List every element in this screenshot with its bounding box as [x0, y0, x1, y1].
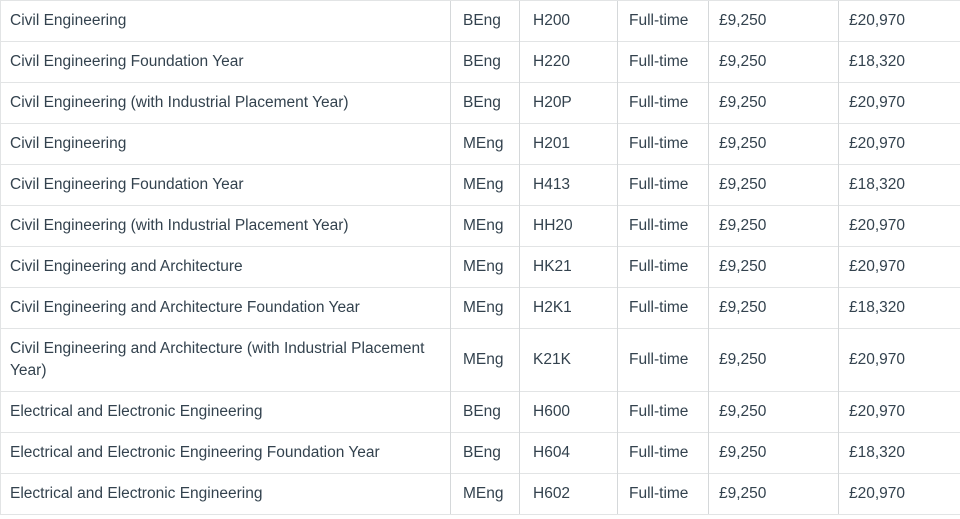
- home-fee-cell: £9,250: [708, 287, 839, 329]
- international-fee-cell: £20,970: [838, 82, 960, 124]
- degree-type-cell: BEng: [450, 82, 520, 124]
- home-fee-cell: £9,250: [708, 328, 839, 392]
- degree-type-cell: BEng: [450, 391, 520, 433]
- course-code-cell: H201: [519, 123, 618, 165]
- home-fee-cell: £9,250: [708, 0, 839, 42]
- international-fee-cell: £20,970: [838, 391, 960, 433]
- table-row: Civil Engineering (with Industrial Place…: [0, 205, 960, 247]
- table-row: Electrical and Electronic Engineering BE…: [0, 391, 960, 433]
- degree-type-cell: MEng: [450, 287, 520, 329]
- degree-type-cell: MEng: [450, 246, 520, 288]
- degree-type-cell: BEng: [450, 41, 520, 83]
- home-fee-cell: £9,250: [708, 432, 839, 474]
- table-row: Civil Engineering MEng H201 Full-time £9…: [0, 123, 960, 165]
- degree-type-cell: BEng: [450, 0, 520, 42]
- international-fee-cell: £18,320: [838, 41, 960, 83]
- home-fee-cell: £9,250: [708, 123, 839, 165]
- study-mode-cell: Full-time: [617, 287, 709, 329]
- table-row: Civil Engineering and Architecture Found…: [0, 287, 960, 329]
- table-row: Civil Engineering and Architecture (with…: [0, 328, 960, 392]
- course-name-cell: Civil Engineering Foundation Year: [0, 41, 451, 83]
- table-row: Civil Engineering Foundation Year MEng H…: [0, 164, 960, 206]
- course-name-cell: Civil Engineering and Architecture: [0, 246, 451, 288]
- table-row: Civil Engineering BEng H200 Full-time £9…: [0, 0, 960, 42]
- international-fee-cell: £20,970: [838, 246, 960, 288]
- study-mode-cell: Full-time: [617, 328, 709, 392]
- home-fee-cell: £9,250: [708, 391, 839, 433]
- course-code-cell: K21K: [519, 328, 618, 392]
- home-fee-cell: £9,250: [708, 246, 839, 288]
- international-fee-cell: £18,320: [838, 287, 960, 329]
- home-fee-cell: £9,250: [708, 41, 839, 83]
- study-mode-cell: Full-time: [617, 164, 709, 206]
- course-name-cell: Civil Engineering (with Industrial Place…: [0, 205, 451, 247]
- study-mode-cell: Full-time: [617, 123, 709, 165]
- course-code-cell: HH20: [519, 205, 618, 247]
- study-mode-cell: Full-time: [617, 41, 709, 83]
- international-fee-cell: £18,320: [838, 432, 960, 474]
- international-fee-cell: £20,970: [838, 328, 960, 392]
- home-fee-cell: £9,250: [708, 473, 839, 515]
- international-fee-cell: £20,970: [838, 473, 960, 515]
- course-name-cell: Electrical and Electronic Engineering Fo…: [0, 432, 451, 474]
- degree-type-cell: MEng: [450, 328, 520, 392]
- course-name-cell: Civil Engineering Foundation Year: [0, 164, 451, 206]
- course-name-cell: Civil Engineering and Architecture Found…: [0, 287, 451, 329]
- table-row: Civil Engineering (with Industrial Place…: [0, 82, 960, 124]
- degree-type-cell: MEng: [450, 164, 520, 206]
- degree-type-cell: MEng: [450, 205, 520, 247]
- study-mode-cell: Full-time: [617, 82, 709, 124]
- table-row: Electrical and Electronic Engineering Fo…: [0, 432, 960, 474]
- course-code-cell: H602: [519, 473, 618, 515]
- course-code-cell: H20P: [519, 82, 618, 124]
- course-name-cell: Civil Engineering: [0, 123, 451, 165]
- degree-type-cell: MEng: [450, 123, 520, 165]
- study-mode-cell: Full-time: [617, 246, 709, 288]
- course-name-cell: Electrical and Electronic Engineering: [0, 391, 451, 433]
- study-mode-cell: Full-time: [617, 432, 709, 474]
- course-code-cell: H220: [519, 41, 618, 83]
- study-mode-cell: Full-time: [617, 0, 709, 42]
- degree-type-cell: MEng: [450, 473, 520, 515]
- course-name-cell: Civil Engineering: [0, 0, 451, 42]
- table-row: Civil Engineering Foundation Year BEng H…: [0, 41, 960, 83]
- table-row: Electrical and Electronic Engineering ME…: [0, 473, 960, 515]
- course-code-cell: H413: [519, 164, 618, 206]
- table-row: Civil Engineering and Architecture MEng …: [0, 246, 960, 288]
- course-name-cell: Electrical and Electronic Engineering: [0, 473, 451, 515]
- course-name-cell: Civil Engineering (with Industrial Place…: [0, 82, 451, 124]
- study-mode-cell: Full-time: [617, 205, 709, 247]
- course-code-cell: H200: [519, 0, 618, 42]
- home-fee-cell: £9,250: [708, 164, 839, 206]
- study-mode-cell: Full-time: [617, 473, 709, 515]
- international-fee-cell: £20,970: [838, 0, 960, 42]
- course-code-cell: H604: [519, 432, 618, 474]
- course-code-cell: HK21: [519, 246, 618, 288]
- course-code-cell: H600: [519, 391, 618, 433]
- course-name-cell: Civil Engineering and Architecture (with…: [0, 328, 451, 392]
- course-code-cell: H2K1: [519, 287, 618, 329]
- degree-type-cell: BEng: [450, 432, 520, 474]
- home-fee-cell: £9,250: [708, 205, 839, 247]
- home-fee-cell: £9,250: [708, 82, 839, 124]
- study-mode-cell: Full-time: [617, 391, 709, 433]
- international-fee-cell: £18,320: [838, 164, 960, 206]
- international-fee-cell: £20,970: [838, 205, 960, 247]
- international-fee-cell: £20,970: [838, 123, 960, 165]
